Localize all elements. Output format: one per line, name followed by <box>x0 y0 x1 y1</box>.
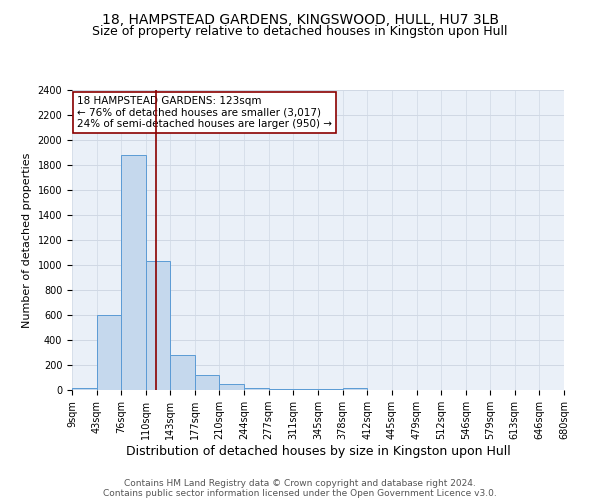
Y-axis label: Number of detached properties: Number of detached properties <box>22 152 32 328</box>
Bar <box>343 388 367 390</box>
Bar <box>72 388 97 390</box>
Text: Size of property relative to detached houses in Kingston upon Hull: Size of property relative to detached ho… <box>92 25 508 38</box>
Bar <box>170 355 195 390</box>
X-axis label: Distribution of detached houses by size in Kingston upon Hull: Distribution of detached houses by size … <box>125 445 511 458</box>
Bar <box>146 261 170 390</box>
Text: Contains HM Land Registry data © Crown copyright and database right 2024.: Contains HM Land Registry data © Crown c… <box>124 478 476 488</box>
Bar <box>121 155 146 390</box>
Text: Contains public sector information licensed under the Open Government Licence v3: Contains public sector information licen… <box>103 488 497 498</box>
Text: 18 HAMPSTEAD GARDENS: 123sqm
← 76% of detached houses are smaller (3,017)
24% of: 18 HAMPSTEAD GARDENS: 123sqm ← 76% of de… <box>77 96 332 129</box>
Text: 18, HAMPSTEAD GARDENS, KINGSWOOD, HULL, HU7 3LB: 18, HAMPSTEAD GARDENS, KINGSWOOD, HULL, … <box>101 12 499 26</box>
Bar <box>97 315 121 390</box>
Bar <box>244 388 269 390</box>
Bar <box>220 384 244 390</box>
Bar <box>195 375 220 390</box>
